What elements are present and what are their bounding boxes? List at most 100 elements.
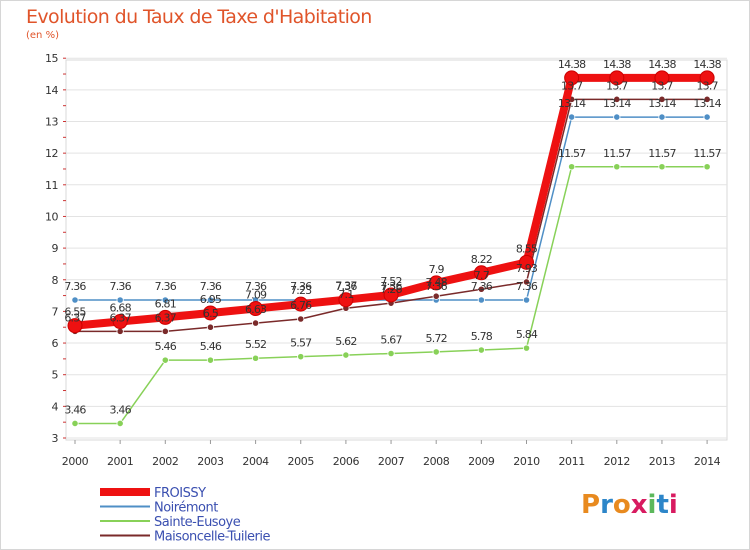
data-label: 7.36 [290, 280, 312, 293]
data-point [522, 344, 531, 352]
data-label: 5.67 [380, 333, 402, 346]
y-tick-label: 14 [45, 84, 58, 97]
data-label: 5.72 [426, 332, 447, 345]
data-label: 13.14 [558, 97, 586, 110]
data-label: 6.37 [155, 311, 177, 324]
data-point [703, 95, 711, 103]
data-label: 13.7 [651, 79, 673, 92]
x-tick-label: 2010 [513, 455, 540, 468]
data-label: 8.55 [516, 242, 538, 255]
data-label: 5.57 [290, 337, 312, 350]
data-point [477, 296, 485, 304]
y-tick-label: 13 [45, 116, 58, 129]
data-point [383, 287, 399, 303]
x-tick-label: 2004 [242, 455, 269, 468]
data-point [112, 314, 128, 330]
data-label: 14.38 [558, 58, 586, 71]
data-point [568, 113, 576, 121]
data-label: 13.14 [693, 97, 721, 110]
y-tick-label: 12 [45, 147, 58, 160]
data-point [613, 113, 621, 121]
data-point [568, 163, 576, 171]
data-label: 5.52 [245, 338, 266, 351]
data-point [387, 349, 395, 358]
data-label: 7.36 [516, 280, 538, 293]
data-label: 7.52 [380, 275, 401, 288]
logo-letter: x [630, 490, 648, 520]
data-label: 7.23 [290, 284, 312, 297]
x-tick-label: 2005 [288, 455, 315, 468]
legend-label: Sainte-Eusoye [154, 515, 241, 530]
x-tick-label: 2003 [197, 455, 224, 468]
data-point [206, 356, 215, 364]
y-tick-label: 11 [45, 179, 58, 192]
x-tick-label: 2008 [423, 455, 450, 468]
data-point [703, 163, 711, 171]
data-label: 6.95 [200, 293, 222, 306]
data-label: 8.22 [471, 253, 492, 266]
y-tick-label: 15 [45, 52, 58, 65]
data-point [248, 301, 264, 317]
x-tick-label: 2000 [62, 455, 89, 468]
plot-area [65, 59, 728, 441]
data-point [206, 323, 215, 331]
data-point [161, 296, 169, 304]
data-point [206, 296, 215, 304]
logo-letter: i [647, 490, 657, 520]
data-point [609, 70, 625, 86]
x-tick-label: 2012 [604, 455, 630, 468]
data-label: 13.7 [696, 79, 718, 92]
data-label: 5.62 [335, 335, 356, 348]
legend-label: Maisoncelle-Tuilerie [154, 530, 271, 545]
data-label: 7.93 [516, 262, 538, 275]
x-tick-label: 2007 [378, 455, 405, 468]
data-point [654, 70, 670, 86]
data-label: 7.48 [426, 276, 448, 289]
x-tick-label: 2002 [152, 455, 178, 468]
data-label: 3.46 [110, 403, 132, 416]
y-tick-label: 5 [52, 369, 59, 382]
x-tick-label: 2001 [107, 455, 133, 468]
data-point [157, 309, 173, 325]
data-label: 7.9 [429, 263, 445, 276]
x-tick-label: 2009 [468, 455, 495, 468]
data-label: 7.37 [335, 280, 357, 293]
data-label: 11.57 [558, 147, 586, 160]
data-point [477, 285, 485, 293]
legend-label: FROISSY [154, 486, 206, 501]
data-label: 6.5 [203, 307, 219, 320]
data-point [252, 319, 260, 327]
data-label: 7.7 [474, 269, 490, 282]
logo-letter: o [612, 490, 631, 520]
data-label: 7.1 [338, 288, 353, 301]
chart-title: Evolution du Taux de Taxe d'Habitation [26, 6, 372, 28]
data-label: 14.38 [693, 58, 721, 71]
y-tick-label: 9 [52, 242, 59, 255]
data-point [161, 327, 169, 335]
data-point [432, 348, 440, 356]
data-point [297, 315, 305, 323]
data-point [658, 113, 666, 121]
logo-letter: i [668, 490, 678, 520]
data-label: 6.68 [110, 302, 132, 315]
x-tick-label: 2013 [649, 455, 676, 468]
data-point [338, 292, 354, 308]
data-label: 6.55 [64, 306, 86, 319]
data-label: 7.09 [245, 289, 267, 302]
data-point [116, 419, 124, 428]
x-tick-label: 2014 [694, 455, 721, 468]
y-tick-label: 8 [52, 274, 59, 287]
data-point [699, 70, 715, 86]
y-tick-label: 7 [52, 305, 59, 318]
data-label: 6.76 [290, 299, 312, 312]
data-point [116, 296, 124, 304]
data-label: 5.78 [471, 330, 493, 343]
data-point [658, 95, 666, 103]
logo-letter: t [656, 490, 669, 520]
data-point [161, 356, 169, 364]
data-label: 11.57 [693, 147, 721, 160]
data-point [432, 292, 440, 300]
data-point [116, 327, 124, 335]
data-point [613, 95, 621, 103]
